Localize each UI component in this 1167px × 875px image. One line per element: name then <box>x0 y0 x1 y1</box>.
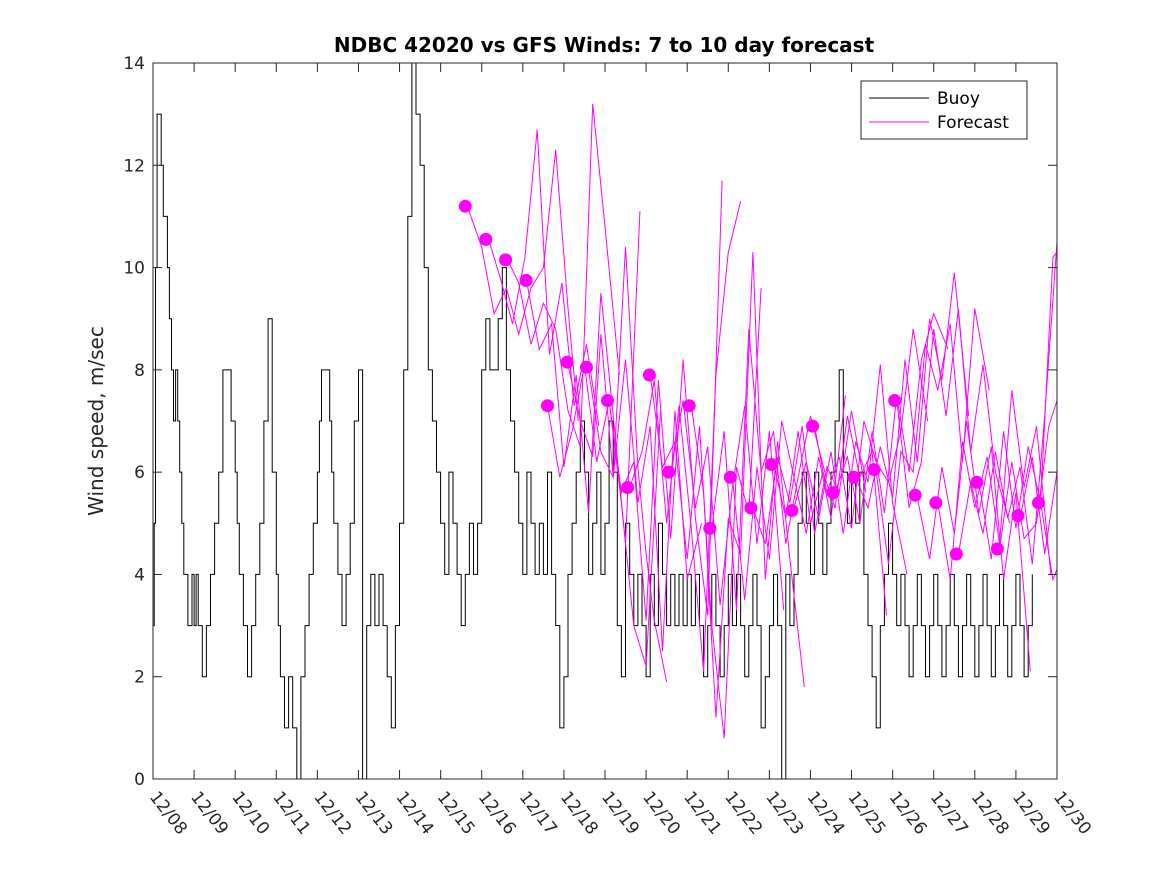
y-tick-label: 4 <box>134 565 145 585</box>
plot-data <box>153 62 1058 780</box>
forecast-run-line-12 <box>690 252 805 718</box>
chart-title: NDBC 42020 vs GFS Winds: 7 to 10 day for… <box>334 33 875 57</box>
forecast-run-line-2 <box>487 129 600 427</box>
y-tick-label: 0 <box>134 770 145 790</box>
forecast-marker <box>580 360 593 374</box>
forecast-marker <box>458 199 472 213</box>
forecast-marker <box>867 463 881 477</box>
forecast-marker <box>642 368 656 382</box>
forecast-marker <box>908 488 922 502</box>
y-tick-label: 14 <box>123 54 145 74</box>
forecast-run-line-1 <box>466 149 579 422</box>
forecast-run-line-29 <box>1040 502 1058 582</box>
forecast-marker <box>888 394 902 407</box>
forecast-marker <box>929 496 943 510</box>
forecast-marker <box>1032 496 1045 510</box>
forecast-marker <box>682 399 696 413</box>
forecast-marker <box>744 501 758 515</box>
forecast-marker <box>662 465 676 479</box>
forecast-run-line-26 <box>978 251 1058 560</box>
legend-label-buoy: Buoy <box>937 89 980 109</box>
forecast-run-line-23 <box>916 420 1031 672</box>
forecast-run-line-21 <box>875 308 990 565</box>
y-tick-label: 8 <box>134 361 145 381</box>
forecast-run-line-27 <box>999 400 1058 549</box>
forecast-run-line-15 <box>752 410 867 544</box>
forecast-run-line-3 <box>505 103 620 447</box>
legend-label-forecast: Forecast <box>937 113 1009 133</box>
forecast-run-line-7 <box>588 359 703 652</box>
y-axis-label: Wind speed, m/sec <box>84 326 108 516</box>
forecast-run-line-25 <box>957 241 1058 565</box>
forecast-marker <box>723 470 737 484</box>
forecast-marker <box>949 547 963 561</box>
forecast-run-line-19 <box>834 312 949 524</box>
forecast-run-line-6 <box>567 247 668 682</box>
forecast-run-line-9 <box>629 200 742 672</box>
legend-box <box>860 80 1028 140</box>
forecast-marker <box>541 399 554 413</box>
forecast-marker <box>764 458 778 471</box>
y-tick-label: 2 <box>134 668 145 688</box>
y-tick-label: 12 <box>123 156 145 176</box>
y-tick-label: 6 <box>134 463 145 483</box>
forecast-marker <box>847 470 861 484</box>
forecast-marker <box>826 486 840 500</box>
forecast-marker <box>519 273 533 287</box>
forecast-run-line-20 <box>855 272 970 510</box>
forecast-marker <box>560 355 574 369</box>
forecast-marker <box>990 542 1004 556</box>
forecast-marker <box>970 475 984 489</box>
y-tick-label: 10 <box>123 259 145 279</box>
forecast-run-line-17 <box>793 364 908 575</box>
forecast-run-line-8 <box>608 180 723 621</box>
forecast-marker <box>1011 509 1025 523</box>
forecast-marker <box>806 419 819 433</box>
legend: Buoy Forecast <box>860 80 1028 140</box>
forecast-marker <box>621 481 635 494</box>
forecast-marker <box>785 504 799 517</box>
forecast-marker <box>499 253 513 267</box>
forecast-run-line-22 <box>896 308 1011 524</box>
forecast-marker <box>703 521 717 535</box>
buoy-series-line <box>153 62 1033 780</box>
forecast-marker <box>601 394 614 407</box>
forecast-run-line-5 <box>547 364 661 667</box>
forecast-marker <box>479 232 493 246</box>
